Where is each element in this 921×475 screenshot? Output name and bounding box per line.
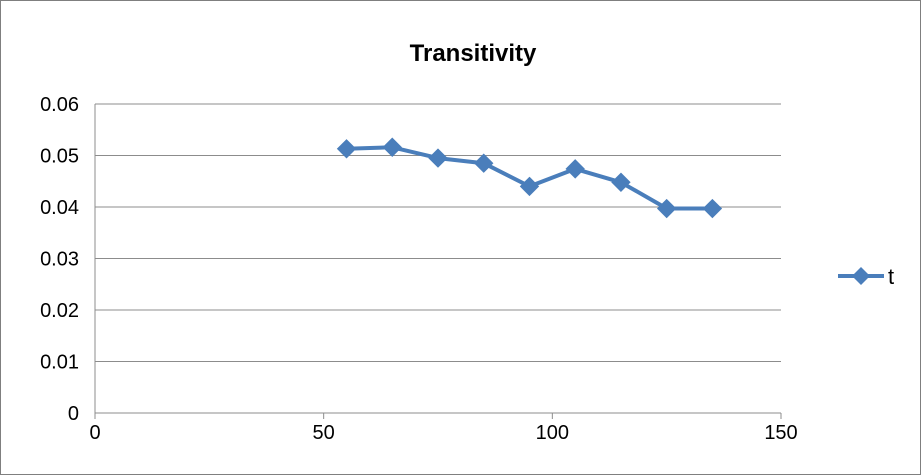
data-point [474,153,494,173]
data-point [519,176,540,197]
y-tick-label: 0 [68,403,79,425]
data-point [656,198,677,219]
axes [94,104,782,419]
chart-title: Transitivity [410,40,537,67]
data-point [611,172,631,192]
x-tick-label: 0 [89,422,100,444]
y-tick-label: 0.02 [40,300,79,322]
x-tick-labels: 0 50 100 150 [89,422,797,444]
data-point [428,148,448,168]
legend: t [838,264,894,289]
y-tick-label: 0.04 [40,197,79,219]
y-tick-label: 0.01 [40,352,79,374]
data-point [565,159,585,179]
y-tick-labels: 0 0.01 0.02 0.03 0.04 0.05 0.06 [40,94,79,425]
x-tick-label: 150 [764,422,797,444]
y-tick-label: 0.05 [40,146,79,168]
data-point [382,137,402,157]
series-t [336,137,723,219]
legend-marker [852,267,870,285]
x-tick-label: 50 [313,422,335,444]
y-tick-label: 0.03 [40,249,79,271]
legend-label: t [888,264,894,289]
x-tick-label: 100 [536,422,569,444]
data-point [336,139,357,159]
y-tick-label: 0.06 [40,94,79,116]
data-point [702,198,723,219]
